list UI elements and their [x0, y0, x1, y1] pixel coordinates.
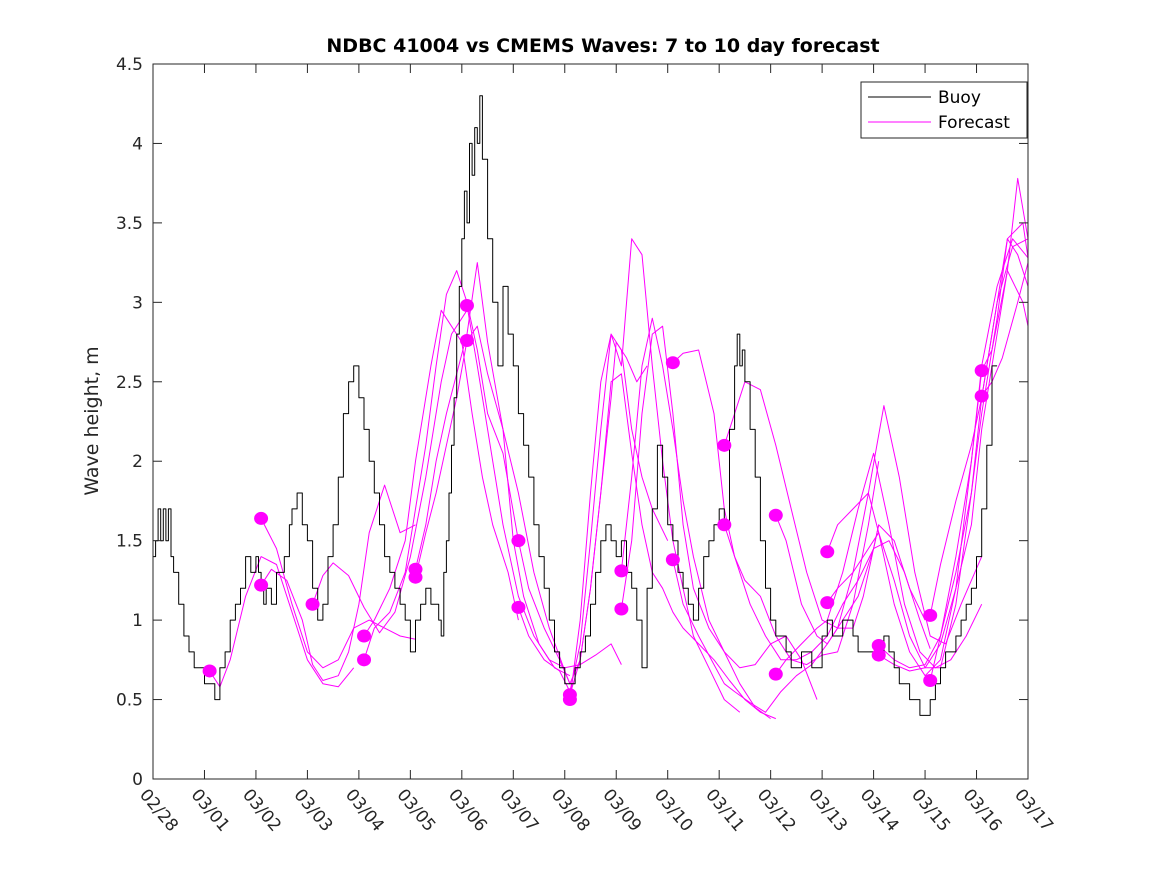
- forecast-start-marker: [511, 600, 526, 614]
- forecast-start-marker: [202, 664, 217, 678]
- forecast-start-marker: [254, 578, 269, 592]
- forecast-series-line: [878, 238, 1028, 669]
- forecast-start-marker: [871, 639, 886, 653]
- forecast-series-line: [620, 317, 771, 720]
- forecast-series-line: [260, 518, 416, 669]
- forecast-start-marker: [614, 564, 629, 578]
- forecast-series-line: [209, 556, 355, 688]
- forecast-series-line: [363, 309, 519, 637]
- forecast-start-marker: [665, 356, 680, 370]
- forecast-start-marker: [820, 596, 835, 610]
- forecast-start-marker: [923, 608, 938, 622]
- forecast-series-line: [569, 373, 776, 720]
- forecast-series-line: [415, 262, 571, 677]
- forecast-series-line: [363, 270, 519, 660]
- buoy-series-line: [153, 95, 998, 716]
- forecast-series-line: [569, 238, 741, 713]
- forecast-series-line: [878, 177, 1028, 672]
- y-tick-label: 4: [132, 134, 143, 154]
- legend-box: [860, 81, 1028, 139]
- forecast-start-marker: [665, 553, 680, 567]
- forecast-start-marker: [459, 333, 474, 347]
- forecast-start-marker: [408, 570, 423, 584]
- forecast-start-marker: [254, 511, 269, 525]
- y-tick-label: 0: [132, 770, 143, 790]
- y-tick-label: 1: [132, 611, 143, 631]
- forecast-start-marker: [820, 545, 835, 559]
- forecast-start-marker: [974, 389, 989, 403]
- forecast-start-marker: [717, 518, 732, 532]
- y-tick-label: 2.5: [116, 373, 143, 393]
- forecast-start-marker: [357, 629, 372, 643]
- forecast-start-marker: [511, 534, 526, 548]
- y-axis: 0 0.5 1 1.5 2 2.5 3 3.5 4 4.5: [116, 55, 1028, 790]
- forecast-start-marker: [305, 597, 320, 611]
- forecast-series-line: [415, 325, 571, 684]
- y-tick-label: 3.5: [116, 214, 143, 234]
- forecast-series-line: [672, 524, 880, 713]
- legend-forecast-label: Forecast: [938, 113, 1010, 133]
- forecast-start-markers: [202, 299, 989, 707]
- forecast-start-marker: [614, 602, 629, 616]
- forecast-series-line: [981, 262, 1028, 397]
- forecast-start-marker: [768, 667, 783, 681]
- y-axis-label: Wave height, m: [81, 346, 103, 495]
- forecast-start-marker: [871, 648, 886, 662]
- forecast-start-marker: [562, 693, 577, 707]
- y-tick-label: 2: [132, 452, 143, 472]
- forecast-series-line: [517, 333, 669, 693]
- legend: Buoy Forecast: [860, 81, 1028, 139]
- forecast-start-marker: [357, 653, 372, 667]
- y-tick-label: 1.5: [116, 532, 143, 552]
- forecast-series-line: [260, 484, 416, 681]
- chart-title: NDBC 41004 vs CMEMS Waves: 7 to 10 day f…: [326, 35, 879, 57]
- forecast-series-line: [826, 238, 1028, 677]
- legend-buoy-label: Buoy: [938, 88, 981, 108]
- forecast-start-marker: [717, 438, 732, 452]
- y-tick-label: 4.5: [116, 55, 143, 75]
- plot-area: [153, 95, 1028, 720]
- y-tick-label: 0.5: [116, 691, 143, 711]
- forecast-start-marker: [974, 364, 989, 378]
- forecast-series-line: [312, 310, 468, 634]
- y-tick-label: 3: [132, 293, 143, 313]
- forecast-start-marker: [923, 673, 938, 687]
- forecast-start-marker: [459, 299, 474, 313]
- axes-box: [152, 63, 1029, 780]
- forecast-series-line: [466, 305, 622, 669]
- forecast-start-marker: [768, 508, 783, 522]
